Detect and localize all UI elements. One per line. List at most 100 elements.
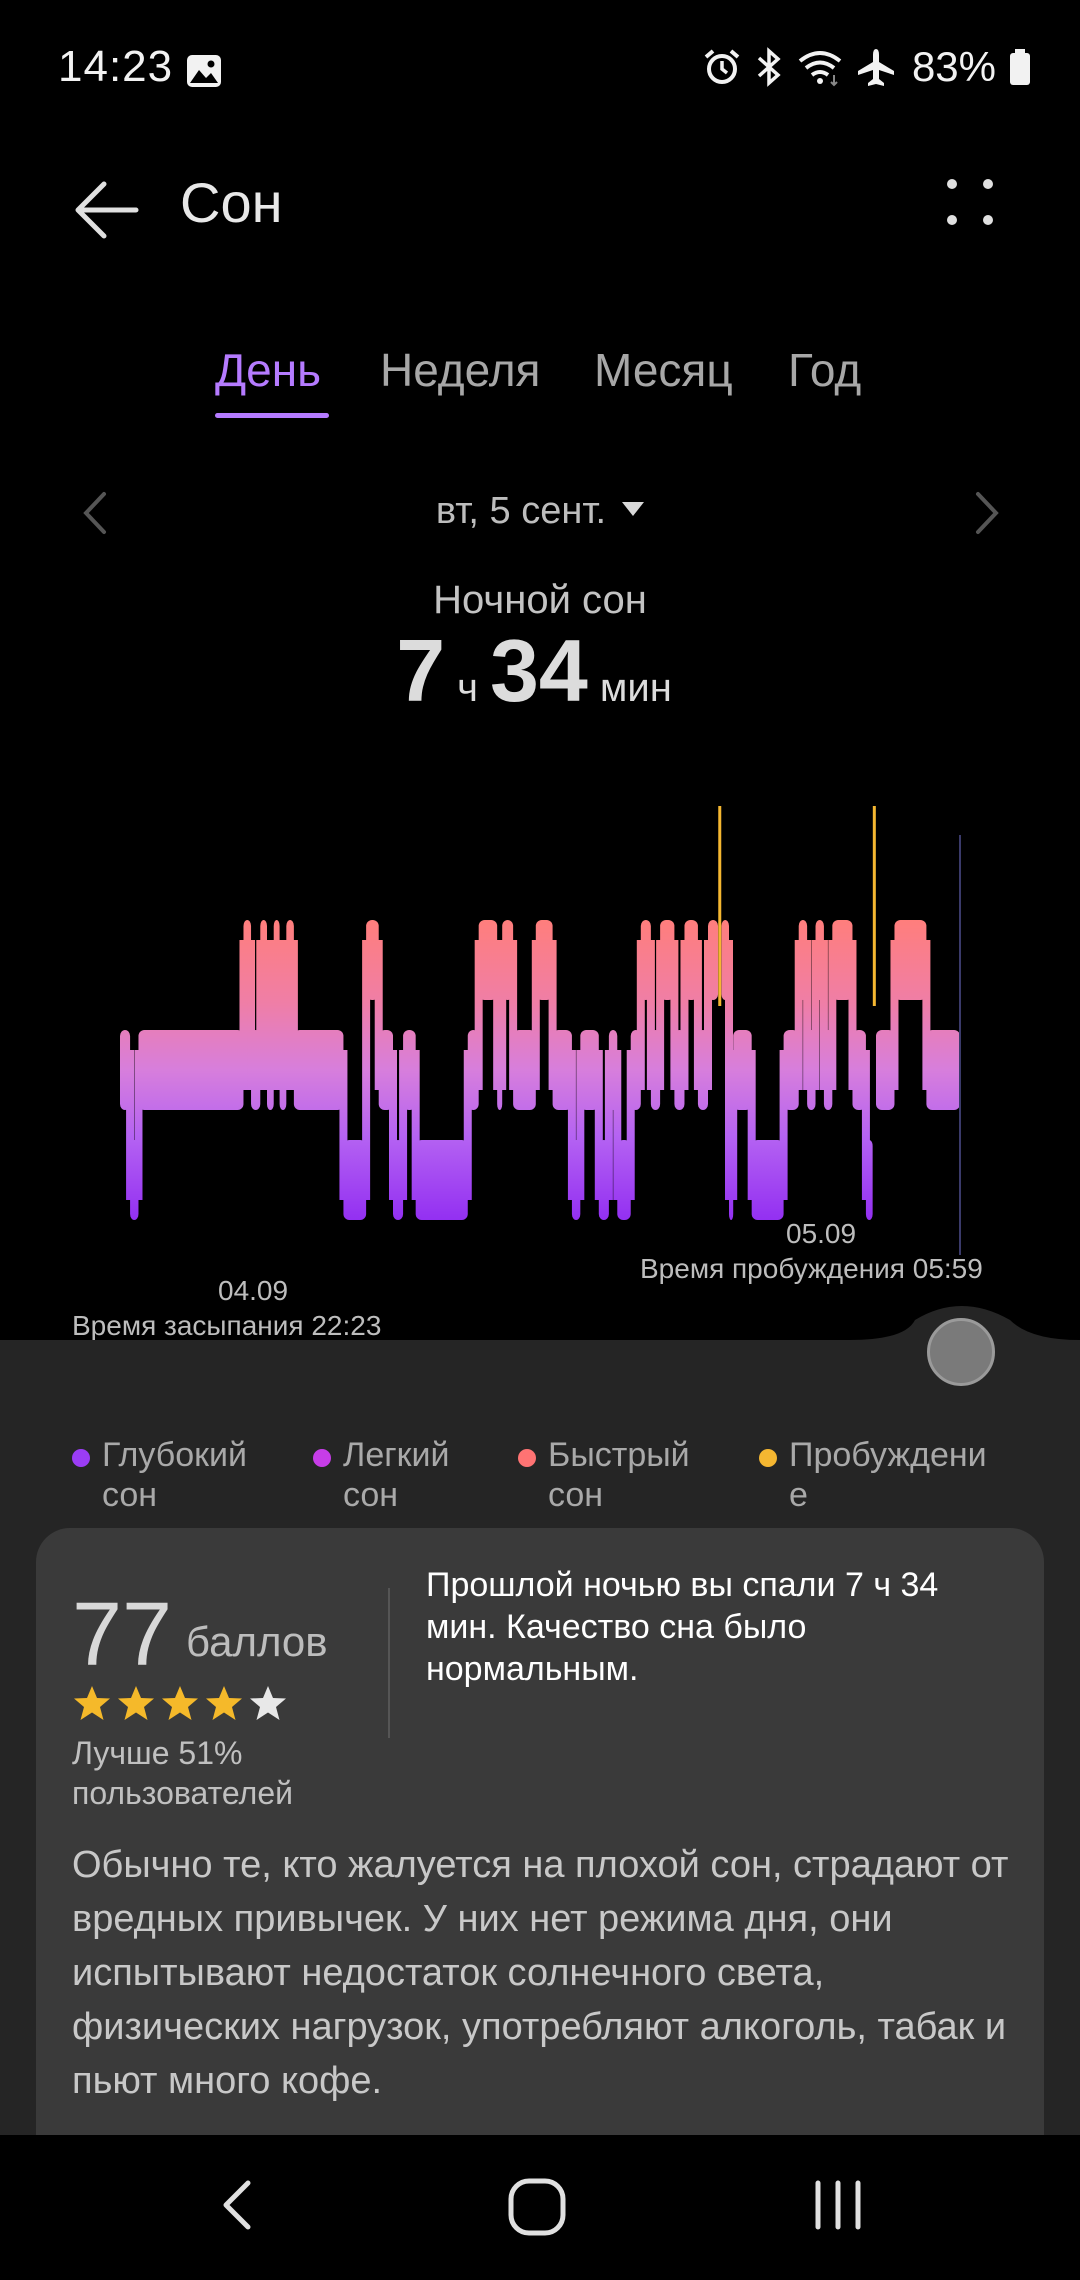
tab-day[interactable]: День	[215, 344, 322, 396]
light-sleep-segment	[823, 1030, 833, 1110]
active-tab-indicator	[215, 413, 329, 418]
stage-transition	[779, 1050, 788, 1200]
rem-sleep-segment	[894, 920, 927, 1000]
stage-transition	[811, 940, 820, 1090]
rem-sleep-segment	[366, 920, 379, 1000]
nav-back-icon[interactable]	[210, 2175, 270, 2235]
hypnogram-svg	[120, 806, 961, 1255]
light-sleep-segment	[630, 1030, 641, 1110]
battery-icon	[1010, 49, 1030, 85]
status-time: 14:23	[58, 42, 174, 91]
stage-transition	[747, 1050, 756, 1200]
legend-dot	[759, 1449, 777, 1467]
rem-sleep-segment	[815, 920, 824, 1000]
card-divider	[388, 1588, 390, 1738]
sheet-notch	[0, 1306, 1080, 1380]
battery-level: 83%	[911, 43, 996, 90]
star-empty-icon	[250, 1686, 286, 1720]
rem-sleep-segment	[243, 920, 252, 1000]
stage-transition	[362, 940, 371, 1200]
status-icons: 83%	[702, 42, 1032, 92]
stage-transition	[725, 940, 733, 1200]
tab-week[interactable]: Неделя	[380, 344, 541, 396]
previous-day-icon[interactable]	[72, 488, 122, 538]
date-text: вт, 5 сент.	[435, 490, 607, 532]
light-sleep-segment	[552, 1030, 572, 1110]
timeline-scrubber[interactable]	[927, 1318, 995, 1386]
stage-transition	[263, 940, 271, 1090]
light-sleep-segment	[807, 1030, 816, 1110]
rem-sleep-segment	[721, 920, 729, 1000]
legend-deep-line1: Глубокий	[102, 1436, 247, 1474]
caret-down-icon	[622, 501, 645, 516]
stage-transition	[389, 1050, 397, 1200]
light-sleep-segment	[138, 1030, 244, 1110]
stage-transition	[493, 940, 502, 1090]
deep-sleep-segment	[571, 1140, 581, 1220]
rem-sleep-segment	[660, 920, 675, 1000]
rem-sleep-segment	[286, 920, 294, 1000]
tab-year[interactable]: Год	[788, 344, 862, 396]
light-sleep-segment	[783, 1030, 799, 1110]
stage-transition	[498, 940, 507, 1090]
legend-awake-line1: Пробуждени	[789, 1436, 987, 1474]
system-nav-bar	[0, 2135, 1080, 2280]
nav-home-icon[interactable]	[505, 2175, 569, 2239]
back-arrow-icon[interactable]	[70, 170, 150, 250]
stage-transition	[463, 1050, 472, 1200]
stage-transition	[567, 1050, 576, 1200]
stage-transition	[680, 940, 689, 1090]
stage-transition	[693, 940, 702, 1090]
stage-transition	[848, 940, 857, 1090]
sleep-score-unit: баллов	[186, 1618, 328, 1665]
light-sleep-segment	[674, 1030, 685, 1110]
wake-marker-line	[959, 835, 961, 1255]
stage-transition	[275, 940, 284, 1090]
sleep-stage-chart[interactable]: 05.09 Время пробуждения 05:59 04.09 Врем…	[0, 780, 1080, 1341]
tab-month[interactable]: Месяц	[594, 344, 733, 396]
rem-sleep-segment	[273, 920, 280, 1000]
alarm-icon	[704, 49, 740, 84]
legend-dot	[313, 1449, 331, 1467]
light-sleep-segment	[267, 1030, 274, 1110]
period-tabs: День Неделя Месяц Год	[0, 335, 1080, 425]
stage-transition	[861, 1050, 870, 1200]
rem-sleep-segment	[260, 920, 267, 1000]
page-title: Сон	[180, 171, 283, 234]
night-sleep-label: Ночной сон	[433, 578, 647, 622]
light-sleep-segment	[876, 1030, 895, 1110]
light-sleep-segment	[378, 1030, 393, 1110]
next-day-icon[interactable]	[960, 488, 1010, 538]
stage-transition	[613, 1050, 622, 1200]
sleep-verdict: Прошлой ночью вы спали 7 ч 34 мин. Качес…	[426, 1566, 939, 1688]
stage-transition	[339, 1050, 348, 1200]
stage-legend: Глубокий сон Легкий сон Быстрый сон Пробужд…	[0, 1435, 1080, 1525]
sleep-score-card[interactable]: 77 баллов Лучше 51% пользователей Прошло…	[36, 1528, 1044, 2168]
deep-sleep-segment	[617, 1140, 631, 1220]
nav-recent-apps-icon[interactable]	[808, 2175, 868, 2235]
stage-transition	[670, 940, 679, 1090]
hours-unit: ч	[457, 666, 478, 710]
stage-transition	[126, 1050, 135, 1200]
stage-transition	[134, 1050, 143, 1200]
deep-sleep-segment	[415, 1140, 468, 1220]
stage-transition	[509, 940, 518, 1090]
wake-time-label: Время пробуждения 05:59	[640, 1253, 983, 1284]
date-selector[interactable]: вт, 5 сент.	[0, 490, 1080, 533]
stage-transition	[646, 940, 655, 1090]
more-options-icon[interactable]	[940, 172, 1000, 232]
light-sleep-segment	[403, 1030, 416, 1110]
stage-transition	[594, 1050, 603, 1200]
stage-transition	[247, 940, 256, 1090]
light-sleep-segment	[120, 1030, 131, 1110]
stage-transition	[374, 940, 383, 1090]
stage-transition	[890, 940, 899, 1090]
percentile-text: Лучше 51% пользователей	[72, 1735, 293, 1811]
stage-transition	[794, 940, 803, 1090]
light-sleep-segment	[650, 1030, 661, 1110]
score-stars	[72, 1683, 288, 1723]
airplane-icon	[857, 49, 894, 86]
legend-rem-line1: Быстрый	[548, 1436, 690, 1474]
stage-transition	[729, 1050, 738, 1200]
stage-transition	[282, 940, 291, 1090]
